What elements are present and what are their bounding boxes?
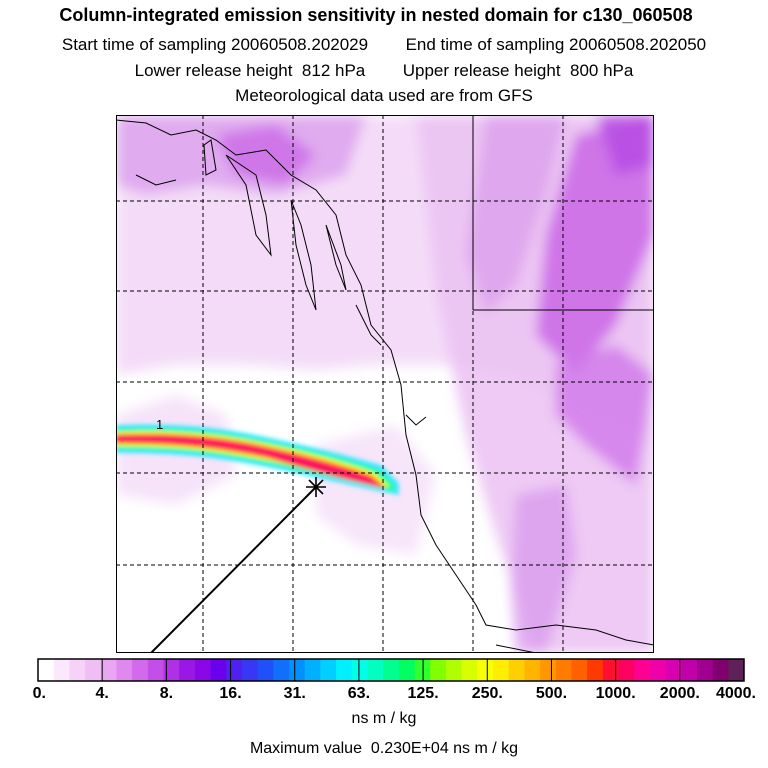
colorbar-swatch [100,659,117,681]
colorbar-swatch [273,659,290,681]
colorbar-swatch [367,659,384,681]
colorbar-swatch [132,659,149,681]
colorbar-swatch [618,659,635,681]
colorbar-swatch [649,659,667,681]
maximum-value-line: Maximum value 0.230E+04 ns m / kg [0,740,768,758]
trajectory-plume [116,424,399,495]
colorbar-swatch [257,659,274,681]
colorbar-swatch [179,659,196,681]
end-time-label: End time of sampling [405,35,565,54]
colorbar-tick-label: 63. [347,685,371,702]
colorbar-tick-label: 31. [283,685,306,702]
colorbar-tick-label: 1000. [595,685,636,702]
colorbar [37,658,745,682]
map-grid [116,115,654,653]
colorbar-swatch [445,659,463,681]
colorbar-swatch [524,659,541,681]
colorbar-swatch [289,659,306,681]
colorbar-swatch [383,659,400,681]
colorbar-swatch [712,659,729,681]
colorbar-swatch [85,659,102,681]
colorbar-swatch [304,659,321,681]
colorbar-tick-label: 8. [159,685,174,702]
colorbar-swatch [634,659,651,681]
colorbar-swatch [571,659,588,681]
lower-release-value: 812 hPa [301,61,366,80]
colorbar-swatch [194,659,212,681]
colorbar-tick-label: 4000. [715,685,757,702]
end-time-value: 20060508.202050 [569,35,707,54]
colorbar-tick-label: 125. [407,685,439,702]
colorbar-swatch [477,659,494,681]
upper-release-value: 800 hPa [570,61,634,80]
sensitivity-field [116,115,654,653]
met-data-line: Meteorological data used are from GFS [235,86,533,105]
colorbar-swatch [210,659,227,681]
start-time-value: 20060508.202029 [231,35,369,54]
colorbar-frame [37,658,745,682]
colorbar-units: ns m / kg [351,710,417,727]
colorbar-swatch [461,659,478,681]
nested-domain-box [472,115,654,311]
colorbar-swatch [540,659,557,681]
colorbar-swatch [696,659,714,681]
start-time-label: Start time of sampling [61,35,227,54]
colorbar-swatch [681,659,698,681]
map-frame [116,115,654,653]
colorbar-swatch [241,659,259,681]
colorbar-swatch [602,659,619,681]
colorbar-tick-label: 250. [471,685,503,702]
release-heights: Lower release height 812 hPa Upper relea… [0,60,768,82]
colorbar-swatch [336,659,353,681]
maximum-value: 0.230E+04 ns m / kg [370,740,519,757]
colorbar-swatch [587,659,604,681]
release-point-marker [306,477,326,497]
plot-title: Column-integrated emission sensitivity i… [59,5,693,25]
colorbar-tick-label: 4. [95,685,109,702]
colorbar-swatch [116,659,133,681]
colorbar-swatch [147,659,165,681]
colorbar-swatch [728,659,745,681]
colorbar-swatch [555,659,572,681]
contour-label: 1 [156,417,163,432]
sensitivity-map: 1 [116,115,654,653]
maximum-value-label: Maximum value [249,740,362,757]
coastlines [116,119,654,653]
release-line [150,486,317,653]
colorbar-swatch [69,659,86,681]
colorbar-tick-label: 2000. [659,685,700,702]
upper-release-label: Upper release height [402,61,561,80]
colorbar-swatch [53,659,70,681]
colorbar-tick-label: 16. [219,685,242,702]
colorbar-tick-label: 500. [535,685,568,702]
colorbar-swatch [492,659,510,681]
colorbar-swatch [38,659,55,681]
colorbar-swatch [508,659,525,681]
colorbar-swatch [163,659,180,681]
colorbar-swatch [398,659,416,681]
colorbar-tick-label: 0. [32,685,47,702]
lower-release-label: Lower release height [134,61,293,80]
colorbar-swatch [351,659,368,681]
colorbar-swatch [665,659,682,681]
colorbar-swatch [320,659,337,681]
colorbar-swatch [226,659,243,681]
colorbar-swatch [430,659,447,681]
sampling-times: Start time of sampling 20060508.202029 E… [0,34,768,56]
